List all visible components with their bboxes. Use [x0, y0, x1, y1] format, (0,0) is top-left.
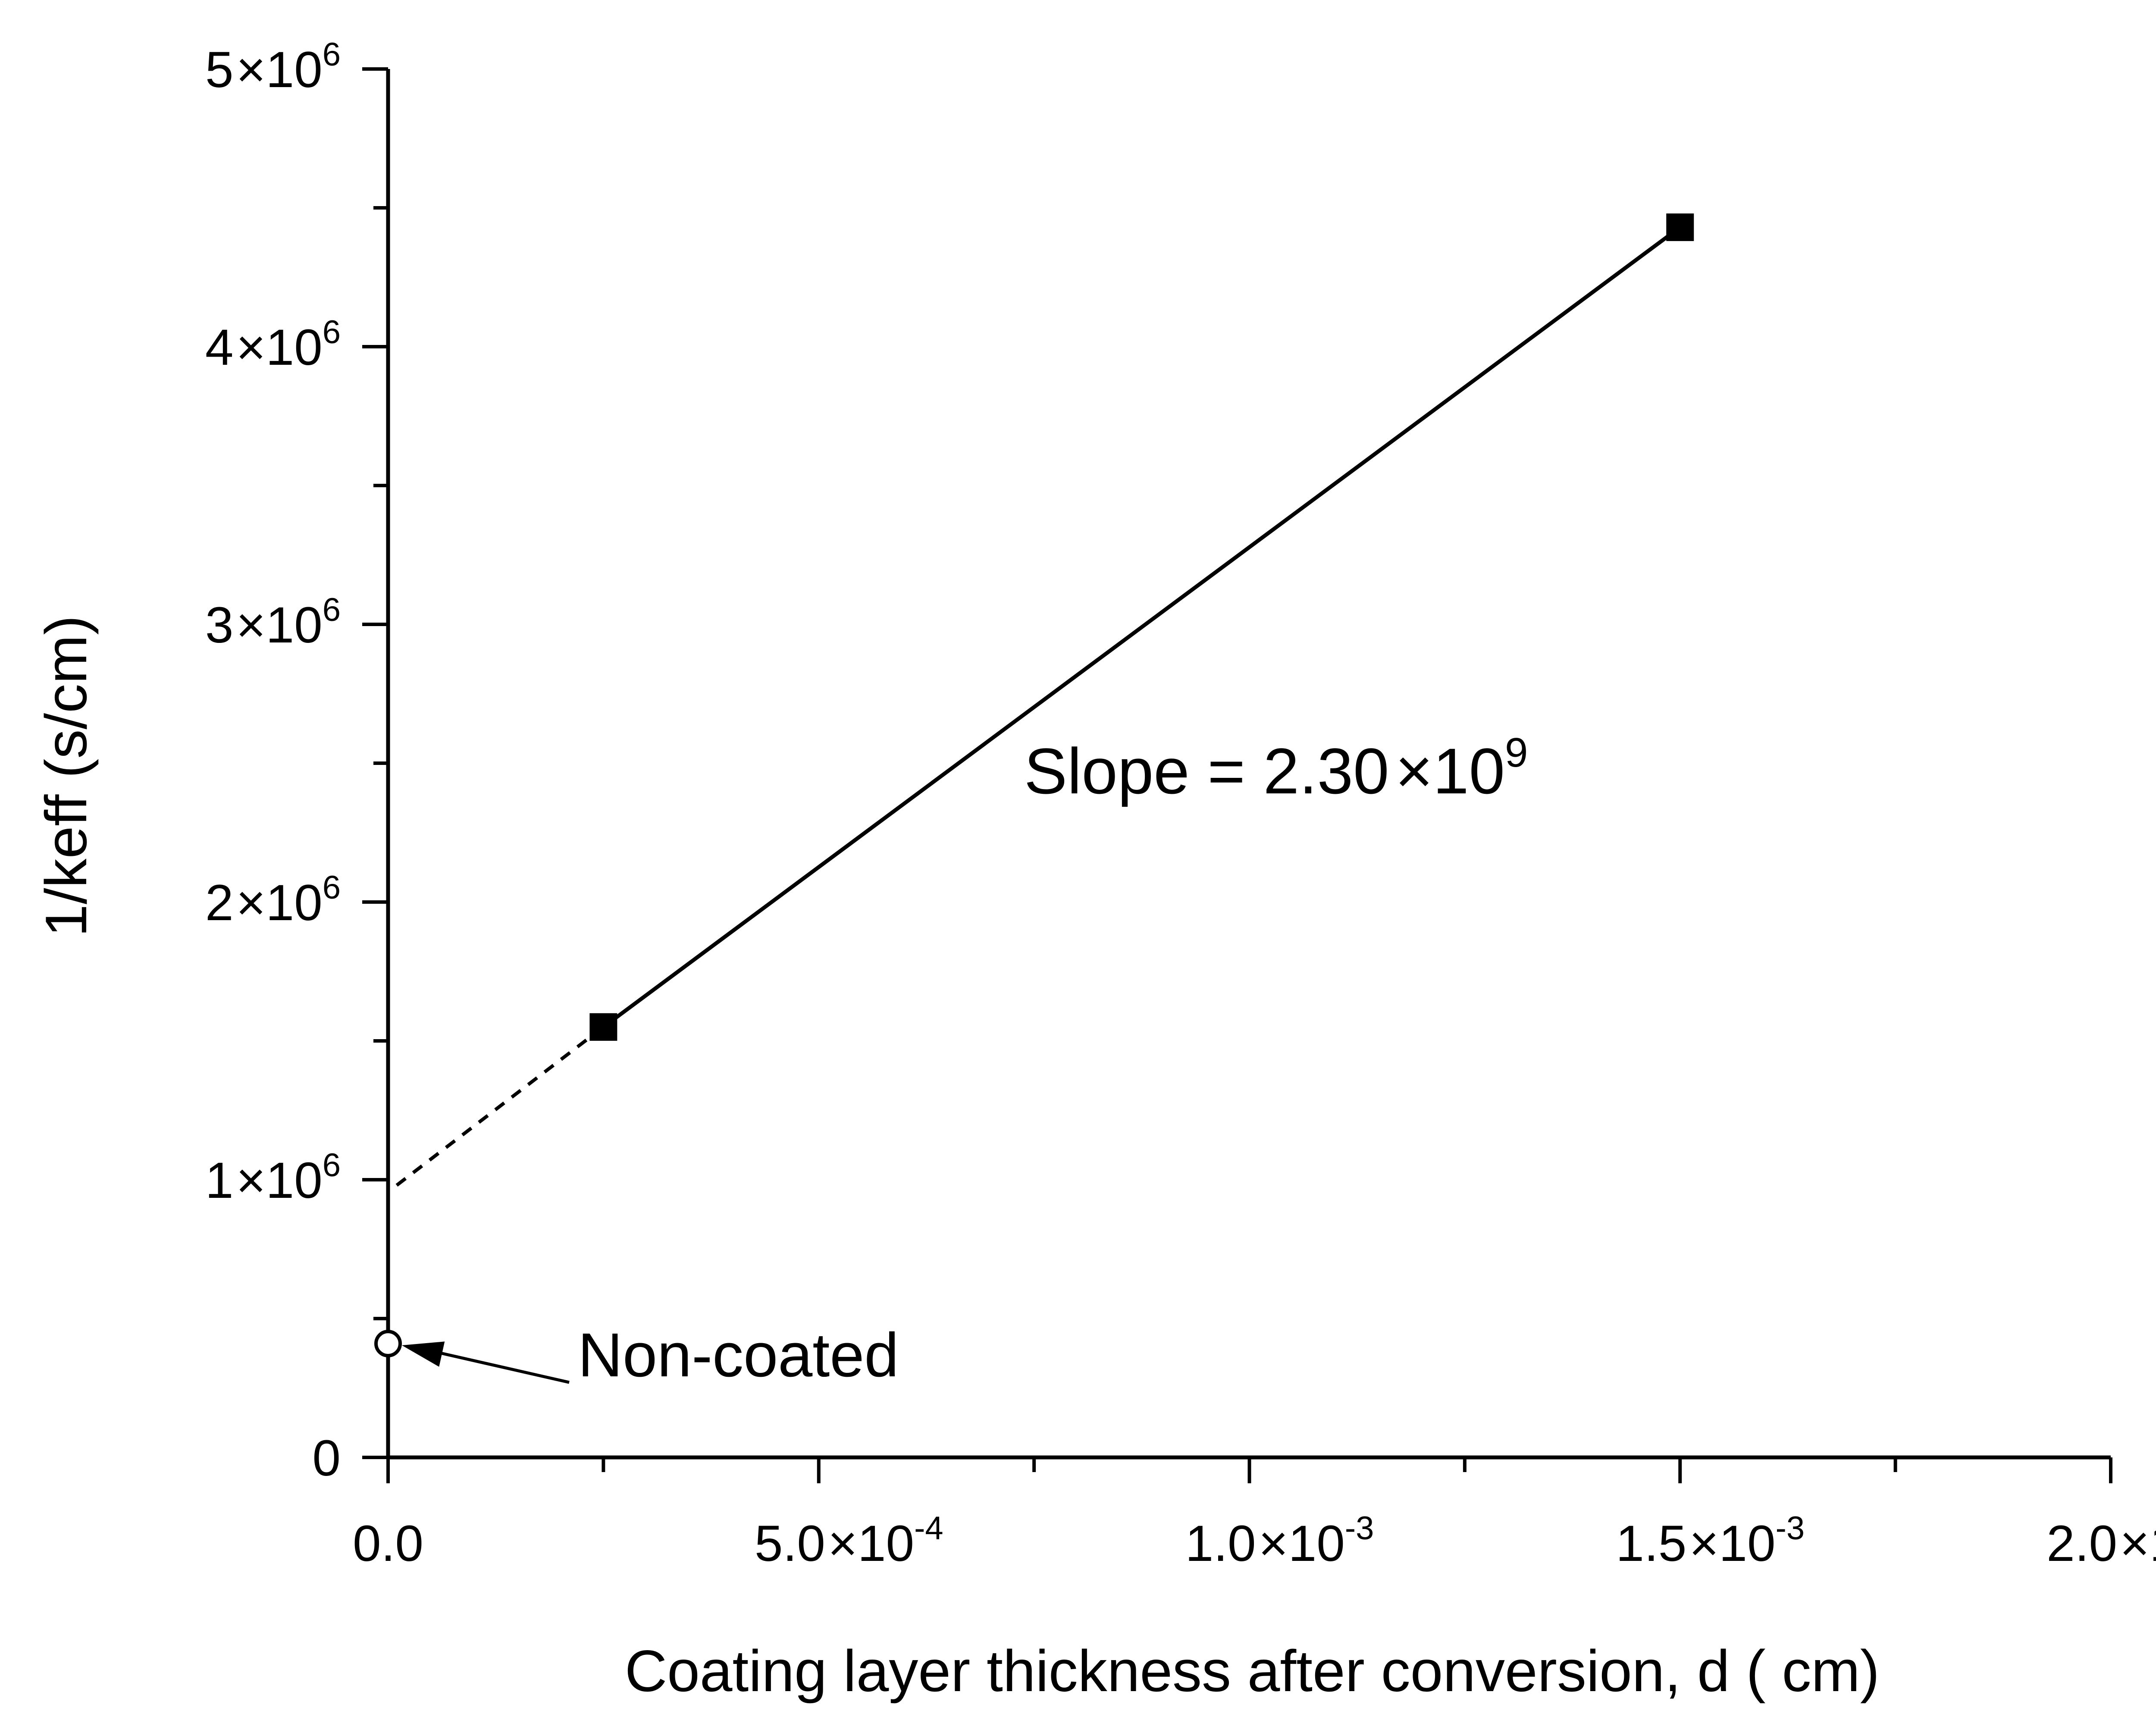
non-coated-arrow [423, 1347, 570, 1384]
y-tick-label: 5×106 [205, 36, 341, 98]
slope-prefix: Slope = 2.30 [1024, 735, 1389, 807]
data-markers [589, 213, 1694, 1041]
slope-annotation: Slope = 2.30×109 [1024, 730, 1528, 807]
x-axis-title: Coating layer thickness after conversion… [625, 1638, 1880, 1704]
tick-labels: 0.0 5.0×10-4 1.0×10-3 1.5×10-3 2.0×10-3 0 1×10… [205, 36, 2156, 1572]
slope-times: × [1395, 735, 1433, 807]
non-coated-arrowhead [402, 1341, 445, 1367]
slope-exponent: 9 [1505, 730, 1528, 776]
y-tick-label: 4×106 [205, 314, 341, 376]
y-axis-title: 1/keff (s/cm) [33, 615, 99, 937]
non-coated-label: Non-coated [578, 1320, 899, 1390]
axis-ticks [362, 67, 2112, 1483]
y-tick-label: 3×106 [205, 592, 341, 654]
y-tick-label: 0 [312, 1430, 341, 1487]
y-tick-label: 1×106 [205, 1147, 341, 1209]
x-tick-label: 0.0 [353, 1515, 423, 1572]
non-coated-point [374, 1329, 402, 1357]
extrapolation-line [395, 1025, 605, 1187]
y-tick-label: 2×106 [205, 869, 341, 931]
fit-line [602, 226, 1681, 1029]
x-tick-label: 1.5×10-3 [1616, 1510, 1805, 1572]
data-point [1666, 213, 1694, 241]
x-tick-label: 2.0×10-3 [2046, 1510, 2156, 1572]
x-tick-label: 5.0×10-4 [755, 1510, 943, 1572]
data-point [589, 1013, 617, 1041]
x-tick-label: 1.0×10-3 [1185, 1510, 1374, 1572]
slope-base: 10 [1433, 735, 1505, 807]
